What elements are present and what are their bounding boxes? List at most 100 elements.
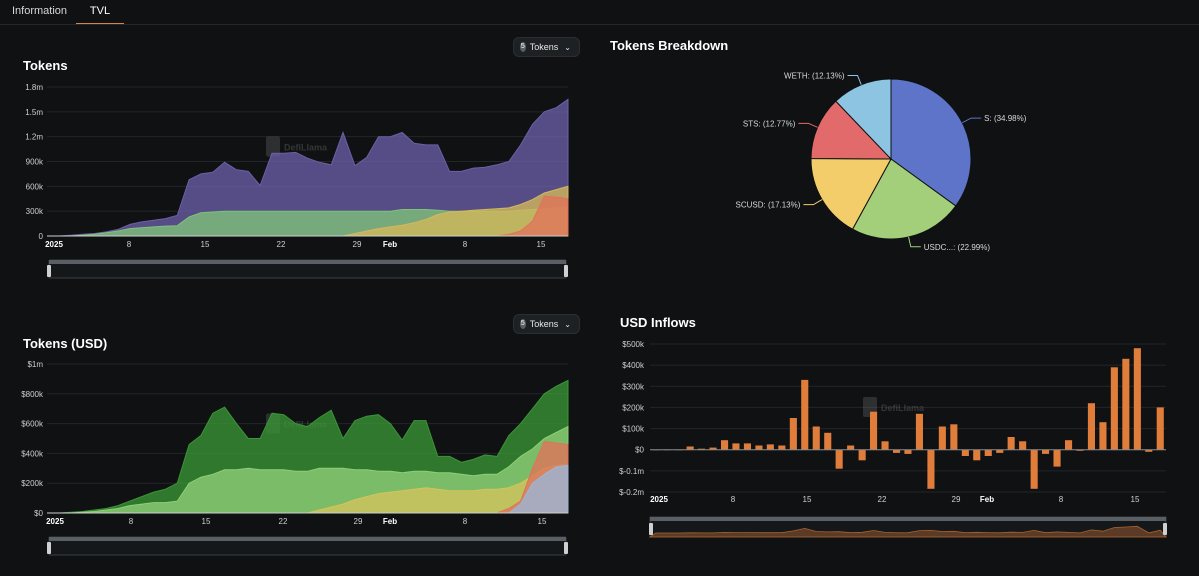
zoom-preview-area bbox=[648, 525, 1167, 538]
pie-label-leader bbox=[847, 74, 862, 85]
inflow-bar bbox=[1042, 449, 1050, 454]
y-tick-label: $1m bbox=[27, 360, 43, 369]
inflow-bar bbox=[1145, 449, 1153, 452]
pie-slice-label: SCUSD: (17.13%) bbox=[736, 201, 801, 210]
x-tick-label: 22 bbox=[279, 517, 288, 526]
inflow-bar bbox=[973, 449, 981, 461]
tokens-breakdown-pie: S: (34.98%) USDC...: (22.99%) SCUSD: (17.1… bbox=[736, 71, 1027, 252]
inflow-bar bbox=[904, 449, 912, 454]
watermark: DefiLlama bbox=[266, 136, 328, 157]
inflow-bar bbox=[1030, 449, 1038, 489]
chevron-down-icon: ⌄ bbox=[564, 42, 571, 52]
x-tick-label: 22 bbox=[878, 495, 887, 504]
y-tick-label: $400k bbox=[622, 361, 645, 370]
y-tick-label: $-0.2m bbox=[619, 488, 644, 497]
tokens-selector-button[interactable]: 5 Tokens ⌄ bbox=[513, 37, 580, 57]
y-tick-label: $400k bbox=[21, 449, 44, 458]
x-tick-label: 2025 bbox=[45, 240, 63, 249]
llama-logo-icon bbox=[266, 136, 280, 157]
y-tick-label: $600k bbox=[21, 420, 44, 429]
inflow-bar bbox=[1007, 437, 1015, 450]
watermark-text: DefiLlama bbox=[284, 420, 328, 430]
pie-slice-label: USDC...: (22.99%) bbox=[924, 243, 991, 252]
pie-slice-weth bbox=[835, 78, 892, 161]
y-tick-label: $0 bbox=[635, 446, 644, 455]
tokens-breakdown-title: Tokens Breakdown bbox=[610, 38, 729, 53]
tab-tvl[interactable]: TVL bbox=[76, 0, 124, 24]
x-tick-label: Feb bbox=[383, 517, 397, 526]
tab-information[interactable]: Information bbox=[12, 5, 68, 17]
tokens-chart-title: Tokens bbox=[23, 58, 68, 73]
inflow-bar bbox=[847, 445, 855, 450]
x-tick-label: 15 bbox=[803, 495, 812, 504]
x-tick-label: 29 bbox=[353, 240, 362, 249]
inflow-bar bbox=[927, 449, 935, 489]
selector-label: Tokens bbox=[529, 319, 559, 329]
y-tick-label: $200k bbox=[21, 479, 44, 488]
inflow-bar bbox=[996, 449, 1004, 453]
x-tick-label: 15 bbox=[538, 517, 547, 526]
pie-label-leader bbox=[962, 117, 982, 124]
inflow-bar bbox=[778, 445, 786, 450]
x-tick-label: 8 bbox=[463, 240, 468, 249]
y-tick-label: $-0.1m bbox=[619, 467, 644, 476]
x-tick-label: 8 bbox=[127, 240, 132, 249]
inflow-bar bbox=[721, 440, 729, 450]
x-tick-label: 2025 bbox=[650, 495, 668, 504]
tokens-usd-selector-button[interactable]: 5 Tokens ⌄ bbox=[513, 314, 580, 334]
x-tick-label: 8 bbox=[129, 517, 134, 526]
zoom-slider-bar bbox=[49, 260, 566, 264]
x-tick-label: 2025 bbox=[46, 517, 64, 526]
inflow-bar bbox=[1133, 348, 1141, 450]
y-tick-label: $300k bbox=[622, 382, 645, 391]
inflow-bar bbox=[801, 379, 809, 450]
inflow-bar bbox=[1110, 367, 1118, 450]
x-tick-label: 15 bbox=[537, 240, 546, 249]
inflow-bar bbox=[743, 443, 751, 450]
selected-count-badge: 5 bbox=[520, 319, 526, 329]
x-tick-label: 29 bbox=[354, 517, 363, 526]
inflow-bar bbox=[1076, 449, 1084, 451]
selected-count-badge: 5 bbox=[520, 42, 526, 52]
y-tick-label: 600k bbox=[26, 182, 44, 191]
y-tick-label: $800k bbox=[21, 390, 44, 399]
selector-label: Tokens bbox=[529, 42, 559, 52]
zoom-handle-right bbox=[564, 542, 568, 554]
inflow-bar bbox=[961, 449, 969, 456]
inflow-bar bbox=[766, 444, 774, 450]
inflow-bar bbox=[893, 449, 901, 453]
inflow-bar bbox=[835, 449, 843, 469]
inflow-bar bbox=[789, 418, 797, 450]
y-tick-label: 900k bbox=[26, 158, 44, 167]
inflow-bar bbox=[870, 411, 878, 450]
pie-slice-sts bbox=[810, 100, 893, 160]
x-tick-label: Feb bbox=[383, 240, 397, 249]
pie-label-leader bbox=[908, 236, 921, 248]
x-tick-label: 8 bbox=[463, 517, 468, 526]
pie-label-leader bbox=[798, 122, 818, 128]
x-tick-label: 22 bbox=[277, 240, 286, 249]
y-tick-label: 0 bbox=[39, 232, 44, 241]
inflow-bar bbox=[1087, 403, 1095, 450]
inflow-bar bbox=[1065, 440, 1073, 450]
y-tick-label: $200k bbox=[622, 403, 645, 412]
pie-slice-label: WETH: (12.13%) bbox=[784, 71, 845, 80]
chevron-down-icon: ⌄ bbox=[564, 319, 571, 329]
zoom-handle-right bbox=[564, 265, 568, 277]
zoom-handle-left bbox=[47, 265, 51, 277]
tab-bar: Information TVL bbox=[0, 0, 1199, 25]
pie-slice-usdc bbox=[851, 158, 957, 240]
watermark-text: DefiLlama bbox=[284, 143, 328, 153]
tokens-usd-chart-title: Tokens (USD) bbox=[23, 336, 108, 351]
inflow-bar bbox=[812, 426, 820, 450]
inflow-bar bbox=[1019, 441, 1027, 450]
x-tick-label: 15 bbox=[201, 240, 210, 249]
inflow-bar bbox=[984, 449, 992, 456]
zoom-slider-bar bbox=[650, 517, 1166, 521]
x-tick-label: 8 bbox=[731, 495, 736, 504]
inflow-bar bbox=[1156, 407, 1164, 450]
usd-inflows-title: USD Inflows bbox=[620, 315, 696, 330]
y-tick-label: 1.8m bbox=[25, 83, 43, 92]
inflow-bar bbox=[881, 441, 889, 450]
x-tick-label: 8 bbox=[1059, 495, 1064, 504]
